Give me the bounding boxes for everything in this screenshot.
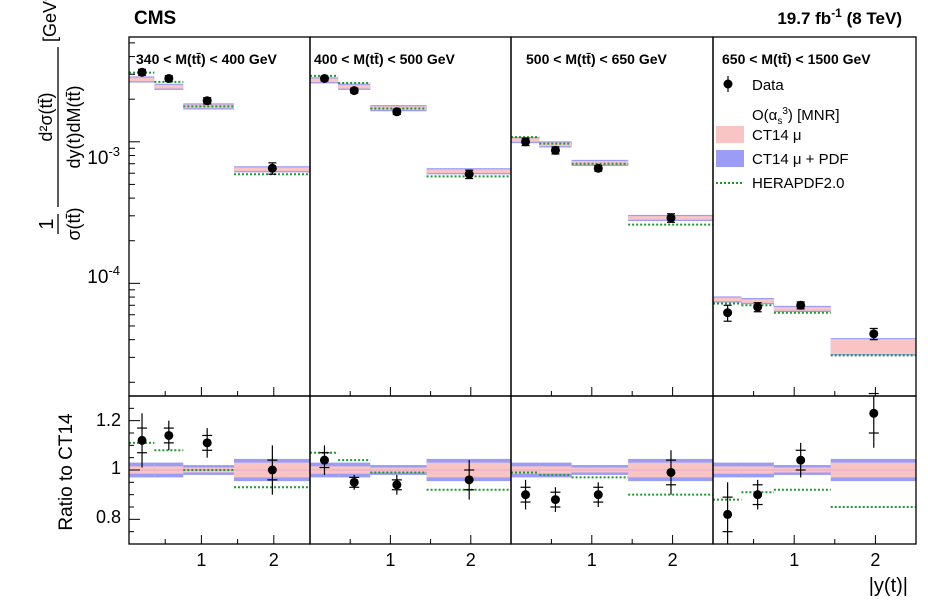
panel-label-0: 340 < M(tt̄) < 400 GeV	[136, 51, 278, 67]
data-point-p0-3	[267, 163, 277, 173]
svg-text:σ(tt̄): σ(tt̄)	[64, 207, 84, 240]
top-frame-p0	[128, 36, 311, 397]
data-point-p1-0	[319, 74, 329, 84]
xtick-label-p2-0: 1	[587, 550, 597, 570]
experiment-label: CMS	[134, 8, 176, 29]
legend: Data O(αs3) [MNR] CT14 μ CT14 μ + PDF HE…	[716, 76, 849, 192]
ratio-ytick-label-0: 1.2	[96, 410, 121, 430]
ratio-point-p2-3	[666, 467, 676, 477]
top-ytick-label-0: 10-3	[87, 144, 120, 169]
top-mu-band-p3-b0	[713, 297, 742, 302]
top-ytick-label-1: 10-4	[87, 263, 120, 288]
svg-text:d²σ(tt̄): d²σ(tt̄)	[36, 92, 56, 141]
ratio-point-p1-1	[349, 477, 359, 487]
ratio-point-p3-0	[723, 509, 733, 519]
data-point-p2-1	[550, 145, 560, 155]
xtick-label-p1-1: 2	[466, 550, 476, 570]
ratio-point-p0-2	[202, 438, 212, 448]
ratio-point-p3-1	[753, 490, 763, 500]
legend-ct14pdf-label: CT14 μ + PDF	[752, 151, 849, 168]
xtick-label-p2-1: 2	[668, 550, 678, 570]
legend-ct14mu-label: CT14 μ	[752, 127, 802, 144]
ratio-point-p2-0	[521, 490, 531, 500]
legend-data-label: Data	[752, 77, 784, 94]
legend-ct14pdf-swatch	[716, 150, 744, 167]
svg-text:1: 1	[36, 218, 58, 229]
ratio-frame-p3	[712, 395, 917, 545]
svg-text:dy(t)dM(tt̄): dy(t)dM(tt̄)	[64, 86, 84, 169]
data-point-p0-1	[164, 74, 174, 84]
ratio-point-p1-0	[319, 455, 329, 465]
xtick-label-p0-1: 2	[269, 550, 279, 570]
panel-label-2: 500 < M(tt̄) < 650 GeV	[526, 51, 668, 67]
top-mu-band-p3-b3	[830, 339, 916, 355]
ratio-point-p0-0	[137, 435, 147, 445]
ratio-ytick-label-1: 1	[111, 458, 121, 478]
legend-hera-label: HERAPDF2.0	[752, 175, 845, 192]
data-point-p3-3	[869, 329, 879, 339]
data-point-p0-2	[202, 96, 212, 106]
data-point-p1-1	[349, 86, 359, 96]
ratio-point-p1-2	[392, 480, 402, 490]
data-point-p2-2	[593, 163, 603, 173]
ratio-point-p3-2	[796, 455, 806, 465]
xtick-label-p1-0: 1	[385, 550, 395, 570]
ratio-point-p0-1	[164, 430, 174, 440]
top-mu-band-p0-b1	[154, 84, 184, 89]
data-point-p2-0	[521, 137, 531, 147]
data-point-p1-3	[464, 169, 474, 179]
x-axis-label: |y(t)|	[869, 575, 908, 597]
data-point-p1-2	[392, 107, 402, 117]
ratio-y-label: Ratio to CT14	[56, 413, 77, 531]
panel-label-3: 650 < M(tt̄) < 1500 GeV	[722, 51, 871, 67]
xtick-label-p3-0: 1	[789, 550, 799, 570]
legend-title: O(αs3) [MNR]	[752, 106, 840, 127]
panel-label-1: 400 < M(tt̄) < 500 GeV	[314, 51, 456, 67]
data-point-p2-3	[666, 213, 676, 223]
y-axis-label: 1 σ(tt̄) d²σ(tt̄) dy(t)dM(tt̄) [GeV-1]	[36, 0, 84, 241]
ratio-ytick-label-2: 0.8	[96, 507, 121, 527]
top-mu-band-p3-b1	[741, 299, 774, 303]
plot-area: 1 2 1 2 1 2 1 2	[128, 36, 917, 570]
xtick-label-p3-1: 2	[870, 550, 880, 570]
ratio-point-p0-3	[267, 465, 277, 475]
data-point-p3-0	[723, 308, 733, 318]
data-point-p3-2	[796, 300, 806, 310]
ratio-point-p1-3	[464, 475, 474, 485]
top-mu-band-p0-b0	[129, 77, 155, 82]
xtick-label-p0-0: 1	[196, 550, 206, 570]
ratio-point-p2-1	[550, 495, 560, 505]
legend-ct14mu-swatch	[716, 126, 744, 143]
data-point-p3-1	[753, 302, 763, 312]
lumi-label: 19.7 fb-1 (8 TeV)	[777, 6, 902, 28]
data-point-p0-0	[137, 67, 147, 77]
ratio-point-p3-3	[869, 408, 879, 418]
ratio-point-p2-2	[593, 490, 603, 500]
svg-text:[GeV-1]: [GeV-1]	[38, 0, 60, 42]
top-frame-p1	[309, 36, 512, 397]
